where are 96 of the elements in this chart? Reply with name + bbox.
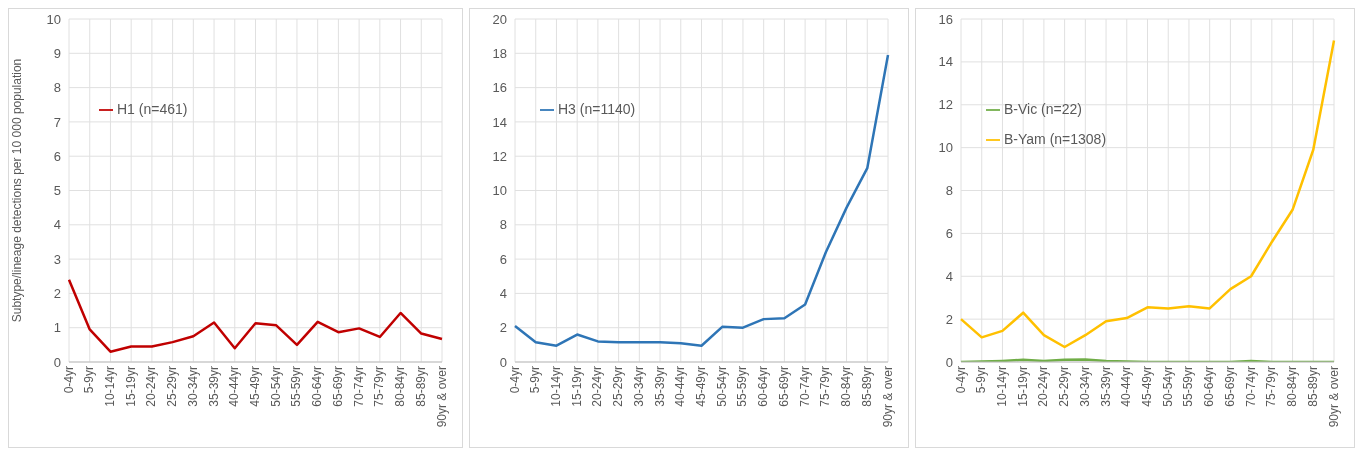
- x-tick-label: 45-49yr: [1140, 366, 1155, 407]
- x-tick-label: 80-84yr: [393, 366, 408, 407]
- y-tick-label: 16: [938, 11, 953, 27]
- x-tick-label: 75-79yr: [1264, 366, 1279, 407]
- y-tick-label: 2: [499, 320, 507, 336]
- x-tick-label: 55-59yr: [289, 366, 304, 407]
- legend-label: B-Yam (n=1308): [1004, 131, 1107, 147]
- y-tick-label: 8: [53, 80, 61, 96]
- y-tick-label: 10: [938, 140, 953, 156]
- x-tick-label: 85-89yr: [859, 366, 874, 407]
- x-tick-label: 50-54yr: [714, 366, 729, 407]
- y-tick-label: 12: [938, 97, 953, 113]
- x-tick-label: 10-14yr: [994, 366, 1009, 407]
- x-tick-label: 10-14yr: [548, 366, 563, 407]
- x-tick-label: 60-64yr: [1202, 366, 1217, 407]
- y-tick-label: 18: [492, 45, 507, 61]
- y-tick-label: 0: [499, 354, 507, 370]
- x-tick-label: 90yr & over: [1326, 366, 1341, 428]
- x-tick-label: 25-29yr: [165, 366, 180, 407]
- y-tick-label: 6: [499, 251, 507, 267]
- x-tick-label: 80-84yr: [839, 366, 854, 407]
- y-tick-label: 8: [945, 183, 953, 199]
- x-tick-label: 40-44yr: [227, 366, 242, 407]
- x-tick-label: 35-39yr: [206, 366, 221, 407]
- x-tick-label: 70-74yr: [351, 366, 366, 407]
- x-tick-label: 40-44yr: [673, 366, 688, 407]
- x-tick-label: 50-54yr: [1160, 366, 1175, 407]
- line-series: [959, 39, 1336, 349]
- x-tick-label: 35-39yr: [652, 366, 667, 407]
- line-series: [67, 278, 444, 353]
- x-tick-label: 75-79yr: [372, 366, 387, 407]
- x-tick-label: 15-19yr: [123, 366, 138, 407]
- x-tick-label: 85-89yr: [1305, 366, 1320, 407]
- x-tick-label: 65-69yr: [1222, 366, 1237, 407]
- y-tick-label: 0: [945, 354, 953, 370]
- x-tick-label: 75-79yr: [818, 366, 833, 407]
- y-tick-label: 16: [492, 80, 507, 96]
- line-series: [513, 53, 890, 347]
- x-tick-label: 60-64yr: [756, 366, 771, 407]
- x-tick-label: 70-74yr: [797, 366, 812, 407]
- y-tick-label: 1: [53, 320, 61, 336]
- x-tick-label: 20-24yr: [590, 366, 605, 407]
- x-tick-label: 30-34yr: [1077, 366, 1092, 407]
- x-tick-label: 20-24yr: [1036, 366, 1051, 407]
- y-tick-label: 4: [499, 286, 507, 302]
- x-tick-label: 80-84yr: [1285, 366, 1300, 407]
- y-tick-label: 3: [53, 251, 61, 267]
- x-tick-label: 90yr & over: [880, 366, 895, 428]
- y-tick-label: 2: [53, 286, 61, 302]
- x-tick-label: 5-9yr: [528, 366, 543, 394]
- y-tick-label: 14: [938, 54, 953, 70]
- legend-label: H3 (n=1140): [558, 101, 636, 117]
- x-tick-label: 15-19yr: [1015, 366, 1030, 407]
- y-tick-label: 4: [945, 268, 953, 284]
- x-tick-label: 0-4yr: [507, 366, 522, 394]
- x-tick-label: 55-59yr: [735, 366, 750, 407]
- y-tick-label: 2: [945, 311, 953, 327]
- y-tick-label: 6: [53, 148, 61, 164]
- x-tick-label: 45-49yr: [248, 366, 263, 407]
- x-tick-label: 65-69yr: [330, 366, 345, 407]
- x-tick-label: 65-69yr: [776, 366, 791, 407]
- x-tick-label: 30-34yr: [185, 366, 200, 407]
- x-tick-label: 35-39yr: [1098, 366, 1113, 407]
- y-tick-label: 5: [53, 183, 61, 199]
- y-tick-label: 9: [53, 45, 61, 61]
- y-tick-label: 4: [53, 217, 61, 233]
- x-tick-label: 5-9yr: [974, 366, 989, 394]
- x-tick-label: 90yr & over: [434, 366, 449, 428]
- y-tick-label: 14: [492, 114, 507, 130]
- x-tick-label: 20-24yr: [144, 366, 159, 407]
- y-tick-label: 12: [492, 148, 507, 164]
- x-tick-label: 50-54yr: [268, 366, 283, 407]
- legend-label: H1 (n=461): [117, 101, 188, 117]
- y-tick-label: 10: [492, 183, 507, 199]
- x-tick-label: 40-44yr: [1119, 366, 1134, 407]
- y-tick-label: 10: [46, 11, 61, 27]
- x-tick-label: 25-29yr: [1057, 366, 1072, 407]
- x-tick-label: 15-19yr: [569, 366, 584, 407]
- legend-label: B-Vic (n=22): [1004, 101, 1082, 117]
- y-tick-label: 6: [945, 225, 953, 241]
- x-tick-label: 85-89yr: [413, 366, 428, 407]
- y-tick-label: 7: [53, 114, 61, 130]
- x-tick-label: 45-49yr: [694, 366, 709, 407]
- x-tick-label: 5-9yr: [82, 366, 97, 394]
- x-tick-label: 55-59yr: [1181, 366, 1196, 407]
- y-tick-label: 20: [492, 11, 507, 27]
- x-tick-label: 60-64yr: [310, 366, 325, 407]
- y-tick-label: 8: [499, 217, 507, 233]
- x-tick-label: 25-29yr: [611, 366, 626, 407]
- y-axis-title: Subtype/lineage detections per 10 000 population: [10, 58, 25, 323]
- x-tick-label: 70-74yr: [1243, 366, 1258, 407]
- x-tick-label: 10-14yr: [102, 366, 117, 407]
- y-tick-label: 0: [53, 354, 61, 370]
- x-tick-label: 0-4yr: [953, 366, 968, 394]
- x-tick-label: 0-4yr: [61, 366, 76, 394]
- x-tick-label: 30-34yr: [631, 366, 646, 407]
